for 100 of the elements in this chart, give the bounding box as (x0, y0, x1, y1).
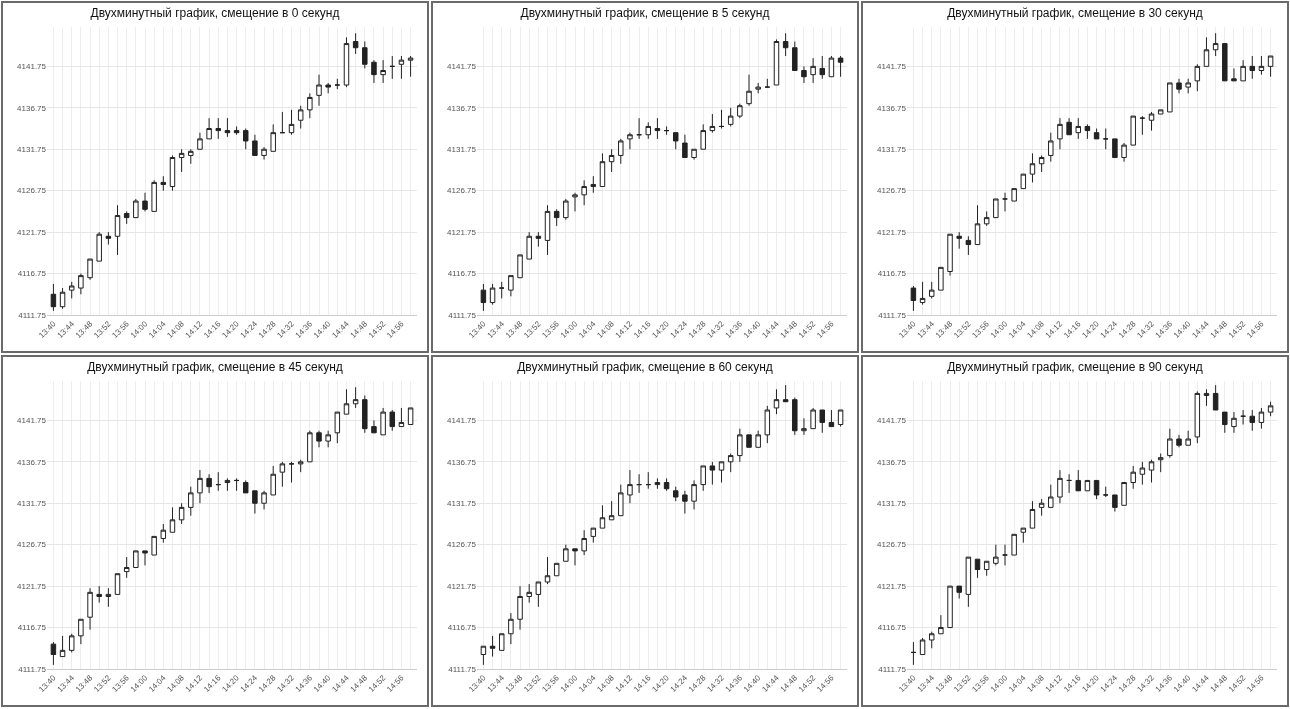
candlestick (1020, 527, 1027, 544)
y-tick-label: 4126.75 (877, 186, 907, 196)
candlestick (1240, 409, 1246, 426)
candlestick (1212, 384, 1219, 411)
candlestick (553, 562, 560, 577)
candlestick (535, 581, 542, 608)
candlestick (645, 121, 652, 140)
candlestick (956, 231, 962, 250)
y-tick-label: 4136.75 (877, 103, 907, 113)
candlestick (389, 409, 396, 432)
candlestick (764, 405, 771, 444)
candlestick (1093, 479, 1100, 500)
candlestick (1194, 63, 1201, 92)
candlestick (188, 486, 194, 517)
candlestick (1176, 78, 1182, 94)
candlestick (1203, 36, 1210, 67)
candlestick (755, 430, 761, 448)
candlestick (663, 125, 670, 136)
candlestick (407, 407, 414, 426)
y-tick-label: 4136.75 (877, 457, 907, 467)
candlestick (151, 535, 157, 556)
candlestick (133, 198, 139, 219)
y-tick-label: 4126.75 (447, 540, 477, 550)
candlestick (654, 477, 661, 490)
candlestick (553, 208, 560, 227)
candlestick (773, 388, 780, 415)
candlestick (123, 556, 130, 579)
candlestick (352, 386, 359, 409)
candlestick (672, 486, 679, 502)
candlestick (288, 461, 295, 484)
candlestick (938, 266, 944, 291)
chart-title: Двухминутный график, смещение в 60 секунд (517, 359, 773, 374)
candlestick (837, 409, 844, 428)
candlestick (206, 117, 212, 140)
candlestick (123, 210, 130, 225)
candlestick (1222, 43, 1228, 82)
candlestick (526, 231, 532, 260)
candlestick (691, 148, 697, 161)
candlestick (965, 235, 972, 256)
y-tick-label: 4116.75 (447, 269, 477, 279)
y-tick-label: 4126.75 (17, 186, 47, 196)
candlestick (1048, 484, 1054, 508)
candlestick (1212, 32, 1219, 57)
candlestick (1102, 486, 1109, 498)
candlestick (233, 125, 240, 136)
candlestick (645, 471, 652, 490)
candlestick (1176, 434, 1182, 448)
candlestick (178, 502, 185, 525)
chart-title: Двухминутный график, смещение в 5 секунд (520, 5, 770, 20)
chart-title: Двухминутный график, смещение в 45 секунд (87, 359, 343, 374)
candlestick (307, 430, 313, 463)
candlestick (608, 148, 615, 173)
candlestick (773, 38, 780, 86)
candlestick (297, 459, 304, 473)
candlestick (261, 146, 267, 161)
candlestick (1075, 117, 1082, 140)
candlestick (188, 148, 194, 165)
candlestick (215, 117, 222, 140)
candlestick (618, 484, 624, 517)
candlestick (87, 258, 93, 281)
y-tick-label: 4141.75 (17, 62, 47, 72)
candlestick (334, 78, 341, 90)
y-tick-label: 4126.75 (447, 186, 477, 196)
y-tick-label: 4111.75 (878, 310, 907, 320)
candlestick (837, 55, 844, 78)
candlestick (114, 204, 121, 256)
candlestick (517, 585, 523, 631)
candlestick (279, 461, 286, 488)
candlestick (691, 479, 697, 510)
candlestick (270, 465, 276, 496)
candlestick (59, 635, 66, 658)
candlestick (956, 585, 962, 600)
candlestick (718, 461, 725, 484)
y-tick-label: 4126.75 (17, 540, 47, 550)
y-tick-label: 4131.75 (877, 499, 907, 509)
candlestick (974, 204, 981, 246)
candlestick (974, 558, 981, 579)
candlestick (819, 55, 826, 80)
candlestick (197, 469, 203, 504)
candlestick (1066, 117, 1072, 136)
y-tick-label: 4131.75 (447, 145, 477, 155)
candlestick (489, 635, 496, 658)
candlestick (96, 585, 102, 604)
y-tick-label: 4116.75 (17, 623, 47, 633)
candlestick (663, 477, 670, 492)
candlestick (993, 544, 999, 566)
candlestick (334, 411, 341, 444)
candlestick (1258, 407, 1265, 430)
candlestick (206, 473, 212, 494)
candlestick (389, 55, 396, 80)
y-tick-label: 4136.75 (17, 103, 47, 113)
candlestick (1121, 142, 1127, 163)
y-tick-label: 4111.75 (448, 310, 477, 320)
candlestick (169, 154, 176, 192)
candlestick (50, 641, 57, 666)
candlestick (764, 78, 771, 88)
candlestick (983, 210, 990, 227)
candlestick (1093, 128, 1100, 140)
candlestick (224, 117, 231, 138)
candlestick (1130, 465, 1136, 490)
